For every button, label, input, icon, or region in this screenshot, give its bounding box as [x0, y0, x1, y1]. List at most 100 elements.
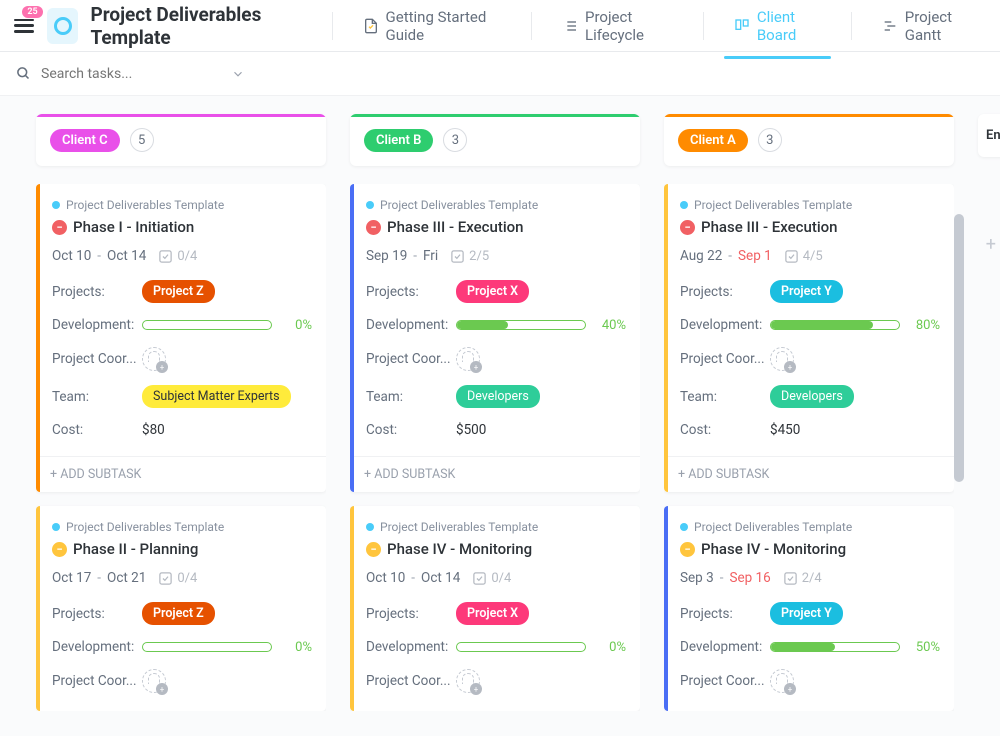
date-row: Aug 22-Sep 14/5 [680, 248, 940, 264]
assignee-placeholder[interactable]: + [142, 669, 166, 693]
plus-icon: + [470, 683, 482, 695]
end-date: Oct 14 [421, 570, 460, 586]
progress-pct: 40% [594, 318, 626, 333]
projects-label: Projects: [366, 606, 456, 622]
divider [851, 12, 852, 40]
task-card[interactable]: Project Deliverables Template Phase IV - … [350, 506, 640, 711]
card-title: Phase IV - Monitoring [387, 540, 532, 558]
assignee-placeholder[interactable]: + [770, 347, 794, 371]
assignee-placeholder[interactable]: + [456, 669, 480, 693]
status-icon [366, 220, 381, 235]
task-card[interactable]: Project Deliverables TemplatePhase IV - … [664, 506, 954, 711]
breadcrumb: Project Deliverables Template [366, 520, 626, 534]
cost-value: $500 [456, 422, 486, 438]
project-tag[interactable]: Project Z [142, 602, 215, 625]
cost-label: Cost: [366, 422, 456, 438]
checklist-icon [472, 571, 487, 586]
column-client-c: Client C5Project Deliverables TemplatePh… [36, 114, 326, 718]
progress: 0% [456, 640, 626, 655]
doc-icon [363, 18, 379, 34]
task-card[interactable]: Project Deliverables Template Phase II - … [36, 506, 326, 711]
project-tag[interactable]: Project Y [770, 602, 843, 625]
development-label: Development: [366, 317, 456, 333]
column-accent [350, 114, 640, 117]
page-title: Project Deliverables Template [90, 3, 315, 49]
view-tabs: Getting Started Guide Project Lifecycle Cl… [349, 0, 988, 58]
start-date: Sep 19 [366, 248, 407, 264]
breadcrumb: Project Deliverables Template [52, 198, 312, 212]
start-date: Oct 17 [52, 570, 91, 586]
project-tag[interactable]: Project X [456, 602, 529, 625]
checklist-icon [784, 249, 799, 264]
checklist-meta: 2/5 [450, 249, 489, 264]
start-date: Oct 10 [366, 570, 405, 586]
add-subtask-button[interactable]: + ADD SUBTASK [350, 456, 640, 492]
tab-label: Client Board [757, 8, 821, 44]
checklist-meta: 2/4 [783, 571, 822, 586]
project-tag[interactable]: Project Z [142, 280, 215, 303]
column-count: 5 [130, 128, 154, 152]
development-label: Development: [366, 639, 456, 655]
column-header[interactable]: Client C5 [36, 114, 326, 166]
progress: 40% [456, 318, 626, 333]
divider [703, 12, 704, 40]
end-date: Oct 21 [107, 570, 146, 586]
client-tag: Client B [364, 129, 433, 152]
development-label: Development: [680, 639, 770, 655]
workspace-logo[interactable] [47, 8, 79, 44]
status-icon [680, 542, 695, 557]
progress: 50% [770, 640, 940, 655]
tab-project-gantt[interactable]: Project Gantt [868, 0, 988, 58]
status-icon [52, 220, 67, 235]
team-tag[interactable]: Subject Matter Experts [142, 385, 291, 408]
assignee-placeholder[interactable]: + [142, 347, 166, 371]
crumb-dot-icon [52, 201, 60, 209]
plus-icon: + [784, 361, 796, 373]
column-accent [664, 114, 954, 117]
checklist-icon [450, 249, 465, 264]
progress-pct: 0% [280, 640, 312, 655]
task-card[interactable]: Project Deliverables TemplatePhase III -… [664, 184, 954, 492]
tab-label: Project Gantt [905, 8, 974, 44]
scrollbar[interactable] [954, 214, 964, 482]
assignee-placeholder[interactable]: + [456, 347, 480, 371]
add-subtask-button[interactable]: + ADD SUBTASK [36, 456, 326, 492]
breadcrumb: Project Deliverables Template [366, 198, 626, 212]
search-bar [0, 52, 1000, 96]
assignee-placeholder[interactable]: + [770, 669, 794, 693]
project-tag[interactable]: Project X [456, 280, 529, 303]
task-card[interactable]: Project Deliverables TemplatePhase I - I… [36, 184, 326, 492]
tab-project-lifecycle[interactable]: Project Lifecycle [548, 0, 687, 58]
card-title: Phase II - Planning [73, 540, 198, 558]
column-header[interactable]: En [978, 114, 1000, 157]
tab-client-board[interactable]: Client Board [720, 0, 835, 58]
progress-pct: 80% [908, 318, 940, 333]
add-card-icon[interactable]: + [986, 234, 996, 255]
crumb-text: Project Deliverables Template [694, 198, 852, 212]
team-label: Team: [52, 389, 142, 405]
project-tag[interactable]: Project Y [770, 280, 843, 303]
add-subtask-button[interactable]: + ADD SUBTASK [664, 456, 954, 492]
crumb-text: Project Deliverables Template [66, 520, 224, 534]
search-icon [16, 66, 31, 81]
card-accent [664, 506, 668, 711]
column-header[interactable]: Client A3 [664, 114, 954, 166]
list-icon [562, 18, 578, 34]
date-row: Sep 3-Sep 162/4 [680, 570, 940, 586]
menu-button[interactable]: 25 [12, 12, 37, 40]
tab-getting-started-guide[interactable]: Getting Started Guide [349, 0, 516, 58]
team-tag[interactable]: Developers [770, 385, 854, 408]
crumb-dot-icon [52, 523, 60, 531]
search-input[interactable] [41, 66, 221, 82]
checklist-meta: 4/5 [784, 249, 823, 264]
breadcrumb: Project Deliverables Template [52, 520, 312, 534]
end-date: Fri [423, 248, 438, 264]
task-card[interactable]: Project Deliverables TemplatePhase III -… [350, 184, 640, 492]
column-header[interactable]: Client B3 [350, 114, 640, 166]
chevron-down-icon[interactable] [231, 67, 245, 81]
team-tag[interactable]: Developers [456, 385, 540, 408]
plus-icon: + [156, 683, 168, 695]
crumb-dot-icon [366, 201, 374, 209]
cards-list: Project Deliverables TemplatePhase III -… [664, 184, 954, 711]
projects-label: Projects: [680, 606, 770, 622]
